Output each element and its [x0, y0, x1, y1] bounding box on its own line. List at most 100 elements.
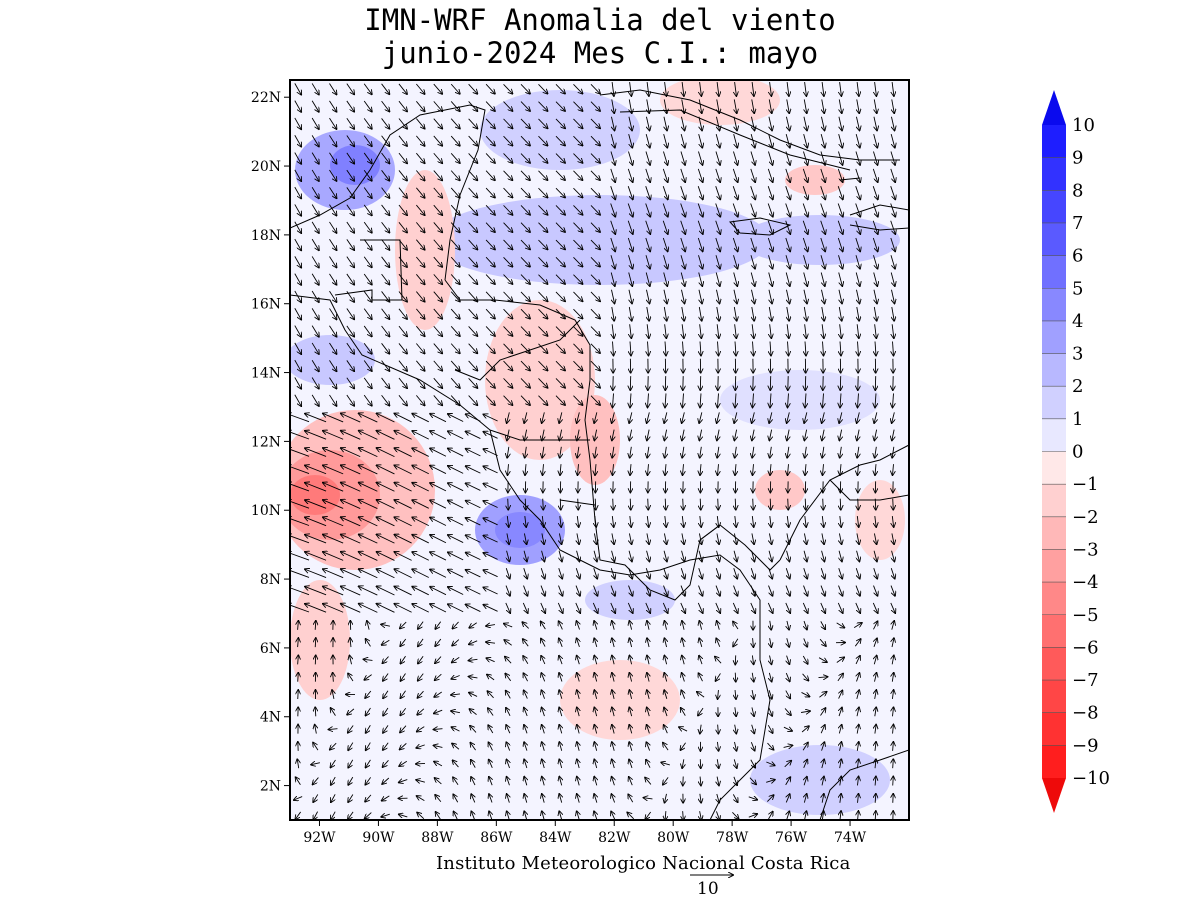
wind-vector: [450, 274, 460, 284]
wind-vector: [874, 429, 876, 441]
wind-vector: [412, 483, 429, 492]
wind-vector: [329, 290, 336, 302]
wind-vector: [538, 257, 547, 266]
wind-vector: [857, 306, 859, 321]
wind-vector: [359, 448, 378, 458]
wind-vector: [542, 429, 544, 441]
wind-vector: [294, 152, 301, 164]
wind-vector: [433, 83, 442, 94]
wind-vectors: [290, 81, 895, 820]
wind-vector: [507, 429, 509, 441]
wind-vector: [732, 168, 737, 182]
wind-vector: [416, 343, 424, 353]
wind-vector: [699, 533, 701, 544]
wind-vector: [524, 429, 526, 441]
lat-tick-label: 16N: [251, 297, 281, 313]
lon-tick-label: 86W: [480, 830, 513, 846]
wind-vector: [875, 446, 877, 458]
wind-vector: [555, 170, 565, 180]
wind-vector: [573, 84, 582, 93]
wind-vector: [359, 500, 378, 509]
wind-vector: [682, 81, 684, 96]
wind-vector: [311, 221, 319, 233]
wind-vector: [837, 203, 843, 216]
wind-vector: [412, 517, 429, 527]
wind-vector: [555, 135, 565, 145]
wind-vector: [750, 237, 755, 251]
wind-vector: [769, 429, 771, 441]
wind-vector: [787, 446, 789, 458]
wind-vector: [416, 308, 424, 319]
wind-vector: [716, 289, 719, 304]
wind-vector: [612, 446, 614, 458]
wind-vector: [700, 81, 702, 96]
wind-vector: [645, 203, 651, 216]
colorbar-label: −3: [1072, 539, 1099, 560]
wind-vector: [838, 255, 842, 268]
wind-vector: [381, 239, 390, 250]
wind-vector: [377, 534, 395, 544]
wind-vector: [468, 360, 478, 371]
wind-vector: [594, 533, 596, 544]
wind-vector: [891, 116, 894, 131]
wind-vector: [323, 413, 344, 423]
wind-vector: [630, 446, 632, 458]
wind-vector: [627, 220, 633, 234]
wind-vector: [594, 412, 597, 423]
wind-vector: [538, 308, 547, 318]
wind-vector: [525, 464, 526, 475]
wind-vector: [630, 515, 631, 527]
wind-vector: [305, 517, 327, 527]
wind-vector: [752, 412, 755, 423]
wind-vector: [717, 429, 719, 441]
wind-vector: [839, 289, 842, 304]
wind-vector: [872, 186, 878, 199]
wind-vector: [595, 446, 597, 458]
wind-vector: [294, 273, 301, 285]
wind-vector: [450, 291, 460, 302]
wind-vector: [433, 118, 442, 129]
wind-vector: [538, 101, 547, 111]
wind-vector: [645, 186, 651, 199]
wind-vector: [468, 274, 478, 284]
wind-vector: [752, 99, 754, 113]
wind-vector: [466, 431, 481, 439]
wind-vector: [610, 168, 615, 182]
wind-vector: [892, 324, 894, 338]
wind-vector: [788, 393, 789, 407]
wind-vector: [665, 341, 666, 356]
wind-vector: [485, 360, 495, 371]
wind-vector: [785, 168, 790, 182]
wind-vector: [503, 170, 513, 180]
wind-vector: [381, 83, 390, 94]
wind-vector: [305, 483, 327, 492]
wind-vector: [377, 552, 395, 561]
wind-vector: [733, 255, 737, 268]
wind-vector: [752, 464, 753, 475]
lon-tick-label: 78W: [716, 830, 749, 846]
wind-vector: [433, 135, 442, 146]
wind-vector: [700, 446, 702, 458]
wind-vector: [346, 273, 354, 285]
wind-vector: [381, 100, 390, 111]
colorbar-label: −4: [1072, 572, 1099, 593]
wind-vector: [466, 535, 481, 543]
wind-vector: [294, 256, 301, 267]
wind-vector: [315, 621, 316, 630]
wind-vector: [892, 306, 894, 321]
wind-vector: [503, 360, 513, 370]
wind-vector: [433, 152, 442, 163]
wind-vector: [610, 220, 616, 234]
lat-tick-label: 14N: [251, 366, 281, 382]
wind-vector: [468, 187, 478, 198]
wind-vector: [573, 378, 582, 387]
wind-vector: [483, 484, 498, 491]
wind-vector: [433, 343, 442, 354]
colorbar-swatch: [1042, 222, 1066, 257]
wind-vector: [412, 535, 429, 544]
wind-vector: [341, 552, 361, 561]
wind-vector: [698, 151, 702, 165]
wind-vector: [577, 446, 579, 458]
wind-vector: [769, 533, 771, 544]
wind-vector: [573, 343, 582, 353]
